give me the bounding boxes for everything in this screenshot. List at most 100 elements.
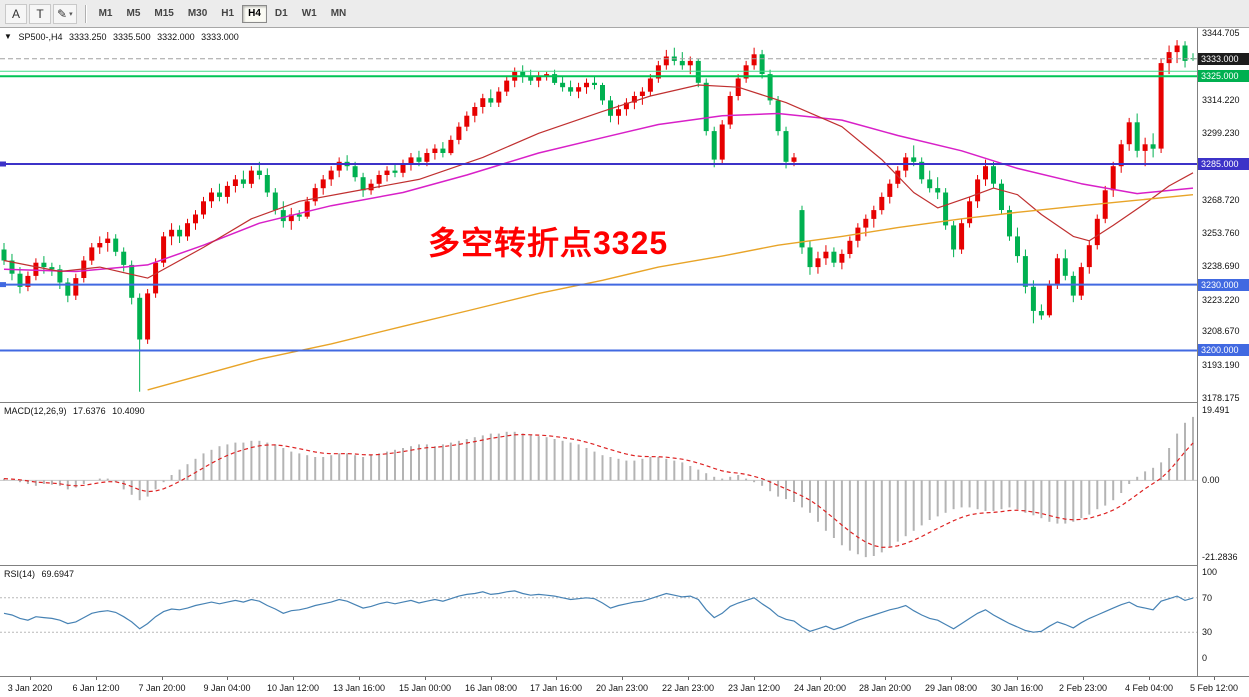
time-axis-label: 9 Jan 04:00 [203, 683, 251, 693]
time-axis-tick [820, 677, 821, 680]
price-axis-label: 3314.220 [1202, 95, 1240, 105]
time-axis-label: 3 Jan 2020 [7, 683, 53, 693]
timeframe-buttons-group: M1 M5 M15 M30 H1 H4 D1 W1 MN [93, 4, 355, 23]
tool-buttons-group: A T ✎ ▾ [5, 3, 79, 24]
ma-fast-red [3, 84, 1194, 279]
rsi-value: 69.6947 [41, 569, 75, 579]
price-axis-border [1197, 28, 1198, 676]
time-axis-tick [622, 677, 623, 680]
time-axis-label: 6 Jan 12:00 [72, 683, 120, 693]
macd-rsi-divider[interactable] [0, 565, 1249, 566]
header-close-value: 3333.000 [201, 32, 239, 42]
time-axis-label: 13 Jan 16:00 [332, 683, 386, 693]
timeframe-button-h1[interactable]: H1 [221, 8, 235, 19]
time-axis-tick [162, 677, 163, 680]
time-axis-tick [227, 677, 228, 680]
time-axis-tick [1214, 677, 1215, 680]
hline-3230-handle[interactable] [0, 282, 6, 288]
ma-slow-orange [147, 194, 1194, 391]
time-axis-label: 23 Jan 12:00 [727, 683, 781, 693]
chart-canvas[interactable] [0, 28, 1197, 676]
time-axis-tick [754, 677, 755, 680]
price-axis-label: 3223.220 [1202, 295, 1240, 305]
time-axis-tick [1017, 677, 1018, 680]
macd-axis-label: -21.2836 [1202, 552, 1238, 562]
timeframe-button-d1[interactable]: D1 [274, 8, 288, 19]
chart-annotation-text[interactable]: 多空转折点3325 [428, 225, 669, 261]
timeframe-button-w1[interactable]: W1 [301, 8, 317, 19]
macd-indicator-label: MACD(12,26,9) 17.6376 10.4090 [4, 406, 149, 416]
macd-axis-label: 0.00 [1202, 475, 1220, 485]
time-axis-tick [293, 677, 294, 680]
chart-area[interactable]: ▼ SP500-,H4 3333.250 3335.500 3332.000 3… [0, 28, 1249, 697]
time-axis-label: 10 Jan 12:00 [266, 683, 320, 693]
time-axis-tick [359, 677, 360, 680]
candlestick-layer [1, 40, 1196, 392]
draw-tool-button[interactable]: ✎ ▾ [53, 3, 77, 24]
time-axis-label: 5 Feb 12:00 [1189, 683, 1239, 693]
price-axis-label: 3253.760 [1202, 228, 1240, 238]
main-macd-divider[interactable] [0, 402, 1249, 403]
toolbar-separator [84, 4, 87, 23]
time-axis-tick [885, 677, 886, 680]
hline-tag-3285: 3285.000 [1198, 158, 1249, 170]
time-axis-label: 28 Jan 20:00 [858, 683, 912, 693]
macd-signal-value: 10.4090 [112, 406, 145, 416]
price-axis-label: 3193.190 [1202, 360, 1240, 370]
time-axis-tick [425, 677, 426, 680]
rsi-indicator-label: RSI(14) 69.6947 [4, 569, 78, 579]
timeframe-button-m1[interactable]: M1 [98, 8, 113, 19]
timeframe-button-m5[interactable]: M5 [126, 8, 141, 19]
rsi-axis-label: 70 [1202, 593, 1213, 603]
header-high-value: 3335.500 [113, 32, 151, 42]
hline-tag-3325: 3325.000 [1198, 70, 1249, 82]
time-axis-label: 2 Feb 23:00 [1058, 683, 1108, 693]
time-axis-tick [688, 677, 689, 680]
time-axis-label: 29 Jan 08:00 [924, 683, 978, 693]
macd-axis-label: 19.491 [1202, 405, 1230, 415]
chart-header: ▼ SP500-,H4 3333.250 3335.500 3332.000 3… [4, 32, 243, 42]
cursor-tool-button[interactable]: A [5, 3, 27, 24]
macd-value: 17.6376 [73, 406, 106, 416]
timeframe-button-m30[interactable]: M30 [187, 8, 208, 19]
time-axis-label: 16 Jan 08:00 [464, 683, 518, 693]
time-axis-tick [1083, 677, 1084, 680]
rsi-name: RSI(14) [4, 569, 36, 579]
time-axis-tick [556, 677, 557, 680]
price-axis[interactable]: 3344.705 3314.220 3299.230 3268.720 3253.760… [1198, 28, 1249, 676]
time-axis-label: 30 Jan 16:00 [990, 683, 1044, 693]
time-axis-label: 4 Feb 04:00 [1124, 683, 1174, 693]
price-axis-label: 3178.175 [1202, 393, 1240, 403]
rsi-axis-label: 100 [1202, 567, 1218, 577]
price-axis-label: 3344.705 [1202, 28, 1240, 38]
symbol-dropdown-icon[interactable]: ▼ [4, 32, 12, 41]
macd-histogram [3, 416, 1194, 558]
hline-tag-3230: 3230.000 [1198, 279, 1249, 291]
time-axis-tick [491, 677, 492, 680]
time-axis[interactable]: 3 Jan 2020 6 Jan 12:00 7 Jan 20:00 9 Jan 04… [0, 676, 1249, 697]
rsi-line [3, 590, 1194, 633]
header-open-value: 3333.250 [68, 32, 107, 42]
current-price-tag: 3333.000 [1198, 53, 1249, 65]
rsi-axis-label: 0 [1202, 653, 1208, 663]
timeframe-button-mn[interactable]: MN [330, 8, 347, 19]
toolbar: A T ✎ ▾ M1 M5 M15 M30 H1 H4 D1 W1 MN [0, 0, 1249, 28]
time-axis-label: 22 Jan 23:00 [661, 683, 715, 693]
macd-name: MACD(12,26,9) [4, 406, 67, 416]
header-low-value: 3332.000 [157, 32, 195, 42]
hline-3285-handle[interactable] [0, 161, 6, 167]
time-axis-tick [96, 677, 97, 680]
hline-tag-3200: 3200.000 [1198, 344, 1249, 356]
price-axis-label: 3238.690 [1202, 261, 1240, 271]
rsi-axis-label: 30 [1202, 627, 1213, 637]
time-axis-label: 24 Jan 20:00 [793, 683, 847, 693]
time-axis-tick [30, 677, 31, 680]
time-axis-tick [1149, 677, 1150, 680]
text-tool-button[interactable]: T [29, 3, 51, 24]
dropdown-caret-icon: ▾ [69, 10, 73, 18]
timeframe-button-m15[interactable]: M15 [154, 8, 174, 19]
time-axis-label: 20 Jan 23:00 [595, 683, 649, 693]
timeframe-button-h4[interactable]: H4 [242, 4, 267, 23]
price-axis-label: 3268.720 [1202, 195, 1240, 205]
